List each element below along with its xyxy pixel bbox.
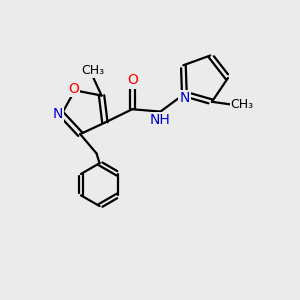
Text: O: O [127, 74, 138, 87]
Text: N: N [53, 107, 63, 121]
Text: O: O [68, 82, 79, 96]
Text: CH₃: CH₃ [81, 64, 104, 77]
Text: NH: NH [150, 113, 171, 127]
Text: N: N [179, 92, 190, 105]
Text: CH₃: CH₃ [231, 98, 254, 111]
